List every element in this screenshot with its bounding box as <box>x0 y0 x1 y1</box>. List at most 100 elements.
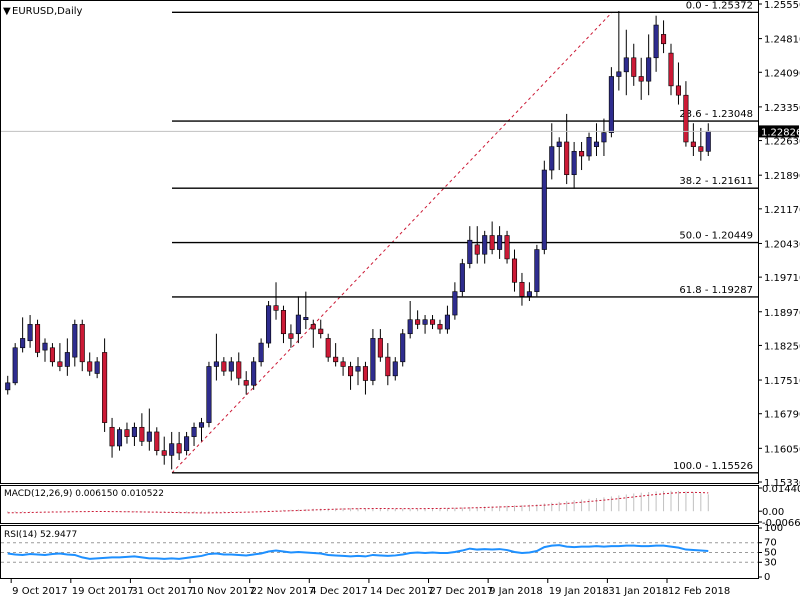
candle[interactable] <box>653 15 659 72</box>
candle[interactable] <box>176 431 182 461</box>
candle[interactable] <box>526 282 532 301</box>
candle[interactable] <box>616 11 622 91</box>
candle[interactable] <box>661 20 667 54</box>
candle[interactable] <box>72 319 78 367</box>
candle[interactable] <box>236 352 242 386</box>
candle[interactable] <box>668 43 674 96</box>
candle[interactable] <box>325 333 331 362</box>
candle[interactable] <box>124 422 130 444</box>
candle[interactable] <box>556 137 562 171</box>
candle[interactable] <box>64 338 70 376</box>
candle[interactable] <box>586 132 592 161</box>
candle[interactable] <box>295 296 301 344</box>
candle[interactable] <box>258 338 264 367</box>
candle[interactable] <box>519 272 525 306</box>
candle[interactable] <box>206 361 212 428</box>
candle[interactable] <box>169 431 175 470</box>
rsi-tick-label: 30 <box>764 557 777 568</box>
candle[interactable] <box>497 226 503 259</box>
candle[interactable] <box>139 413 145 446</box>
candle[interactable] <box>318 319 324 339</box>
candle[interactable] <box>623 29 629 96</box>
candle[interactable] <box>452 282 458 320</box>
candle[interactable] <box>571 141 577 189</box>
candle[interactable] <box>109 417 115 458</box>
candle[interactable] <box>131 422 137 446</box>
candle[interactable] <box>474 226 480 264</box>
candle[interactable] <box>407 300 413 339</box>
candle[interactable] <box>280 305 287 344</box>
candle[interactable] <box>42 338 48 362</box>
candle[interactable] <box>631 43 637 86</box>
candle[interactable] <box>489 221 495 255</box>
candle[interactable] <box>429 315 436 330</box>
candle[interactable] <box>12 343 18 386</box>
candle[interactable] <box>355 357 361 386</box>
candle[interactable] <box>57 343 63 372</box>
candle[interactable] <box>191 422 197 446</box>
candle[interactable] <box>184 431 190 456</box>
candle[interactable] <box>646 34 652 96</box>
candle[interactable] <box>243 371 249 395</box>
candle[interactable] <box>579 141 585 171</box>
macd-panel[interactable] <box>0 485 759 524</box>
candle[interactable] <box>467 226 473 269</box>
candle[interactable] <box>534 244 540 297</box>
candle[interactable] <box>422 315 428 334</box>
candle[interactable] <box>94 357 100 379</box>
candle[interactable] <box>251 357 257 390</box>
candle[interactable] <box>504 230 510 264</box>
candle[interactable] <box>228 357 234 381</box>
candle[interactable] <box>116 427 123 451</box>
candle[interactable] <box>79 319 85 372</box>
candle[interactable] <box>340 357 346 376</box>
candle[interactable] <box>392 357 398 381</box>
candle[interactable] <box>541 160 547 255</box>
price-tick-label: 1.21170 <box>764 205 800 216</box>
candle[interactable] <box>608 67 614 138</box>
candle[interactable] <box>698 127 704 161</box>
candle[interactable] <box>362 361 368 395</box>
candle[interactable] <box>146 408 152 451</box>
candle[interactable] <box>213 333 219 381</box>
candle[interactable] <box>221 357 227 376</box>
candle[interactable] <box>49 343 55 367</box>
candle[interactable] <box>310 319 316 348</box>
candle[interactable] <box>482 230 488 264</box>
candle[interactable] <box>102 338 108 432</box>
candle[interactable] <box>20 317 26 353</box>
candle[interactable] <box>675 62 681 105</box>
candle[interactable] <box>333 343 339 367</box>
candle[interactable] <box>161 436 167 465</box>
candle[interactable] <box>593 123 600 157</box>
candle[interactable] <box>511 249 518 292</box>
candle[interactable] <box>370 329 376 386</box>
candle[interactable] <box>288 324 294 348</box>
candle[interactable] <box>35 319 41 358</box>
candle[interactable] <box>690 123 696 157</box>
candle[interactable] <box>459 258 465 297</box>
candle[interactable] <box>5 375 11 395</box>
candle[interactable] <box>154 427 160 456</box>
candle-body <box>64 352 70 367</box>
candle[interactable] <box>415 310 421 330</box>
candle[interactable] <box>385 343 391 386</box>
candle[interactable] <box>273 282 279 320</box>
candle-body <box>683 94 689 143</box>
candle[interactable] <box>549 123 555 180</box>
candle[interactable] <box>377 329 383 362</box>
candle[interactable] <box>348 361 354 390</box>
candle[interactable] <box>601 118 607 157</box>
candle[interactable] <box>198 417 205 442</box>
candle[interactable] <box>444 305 450 334</box>
candle[interactable] <box>564 113 570 185</box>
candle[interactable] <box>400 329 406 367</box>
candle[interactable] <box>87 352 93 376</box>
candle[interactable] <box>266 300 272 348</box>
candle[interactable] <box>437 319 443 334</box>
candle[interactable] <box>683 81 689 147</box>
candle[interactable] <box>303 291 309 330</box>
candle[interactable] <box>27 315 33 348</box>
candle[interactable] <box>638 57 644 100</box>
